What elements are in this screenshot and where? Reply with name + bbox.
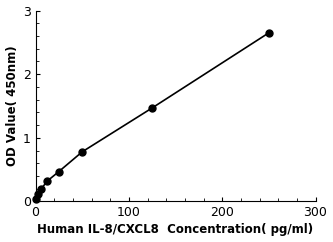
Point — [56, 170, 62, 174]
Point — [39, 187, 44, 191]
Point — [33, 197, 38, 201]
X-axis label: Human IL-8/CXCL8  Concentration( pg/ml): Human IL-8/CXCL8 Concentration( pg/ml) — [38, 223, 314, 236]
Point — [266, 31, 271, 35]
Y-axis label: OD Value( 450nm): OD Value( 450nm) — [6, 46, 19, 166]
Point — [150, 106, 155, 110]
Point — [80, 150, 85, 154]
Point — [45, 179, 50, 183]
Point — [36, 192, 41, 196]
